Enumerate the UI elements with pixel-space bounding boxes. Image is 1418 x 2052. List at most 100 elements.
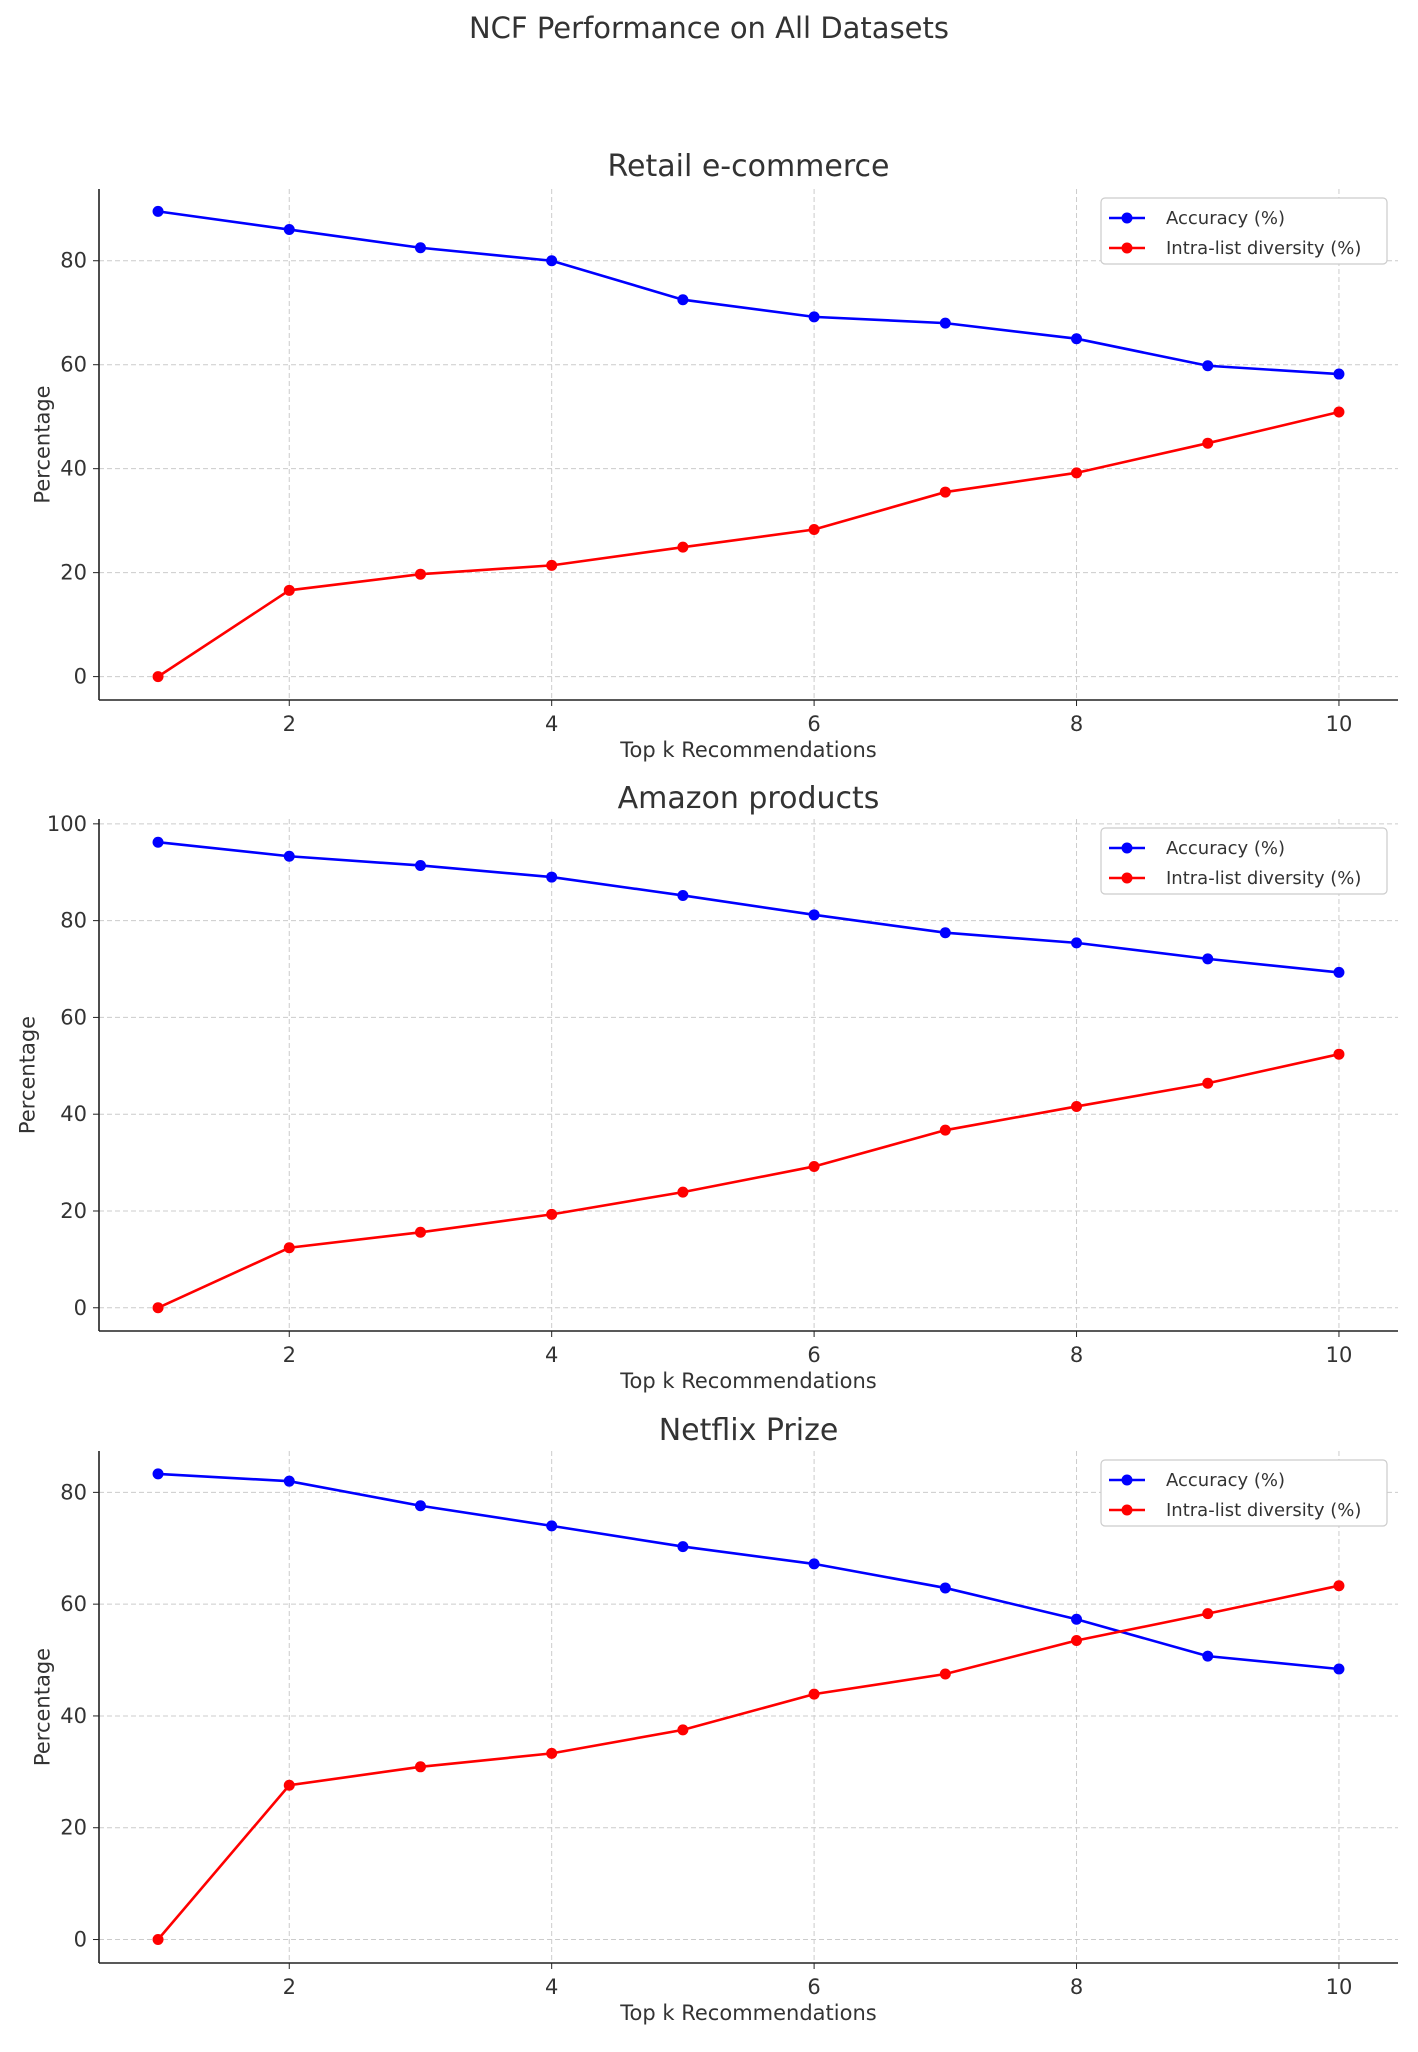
data-point — [677, 1724, 689, 1736]
data-point — [283, 850, 295, 862]
data-point — [677, 1186, 689, 1198]
data-point — [414, 859, 426, 871]
y-tick-label: 0 — [74, 1296, 87, 1320]
x-tick-label: 6 — [807, 1975, 820, 1999]
data-point — [546, 1747, 558, 1759]
data-point — [414, 568, 426, 580]
y-tick-label: 40 — [60, 457, 87, 481]
x-tick-label: 8 — [1070, 1975, 1083, 1999]
data-point — [808, 909, 820, 921]
data-point — [414, 1226, 426, 1238]
legend-box — [1100, 827, 1388, 895]
subplot-title: Amazon products — [618, 781, 880, 816]
legend-marker — [1121, 872, 1133, 884]
subplot-1: 2 4 6 8 10 0 20 40 60 80 Retail e-commerce Top k Re… — [30, 149, 1398, 762]
data-point — [152, 836, 164, 848]
data-point — [1333, 966, 1345, 978]
x-tick-label: 8 — [1070, 712, 1083, 736]
data-point — [546, 559, 558, 571]
y-tick-label: 20 — [60, 1816, 87, 1840]
data-point — [546, 871, 558, 883]
legend-label: Accuracy (%) — [1166, 838, 1285, 859]
y-tick-label: 20 — [60, 1199, 87, 1223]
data-point — [677, 541, 689, 553]
data-point — [283, 1242, 295, 1254]
data-point — [414, 1500, 426, 1512]
data-point — [808, 1688, 820, 1700]
data-point — [939, 1124, 951, 1136]
series-diversity — [152, 1048, 1345, 1314]
data-point — [414, 1761, 426, 1773]
legend-label: Intra-list diversity (%) — [1166, 238, 1361, 259]
x-axis-label: Top k Recommendations — [619, 2001, 876, 2025]
y-tick-label: 80 — [60, 249, 87, 273]
x-tick-label: 2 — [283, 1975, 296, 1999]
x-tick-label: 10 — [1326, 1343, 1353, 1367]
y-tick-label: 0 — [74, 1928, 87, 1952]
data-point — [283, 224, 295, 236]
data-point — [1071, 1634, 1083, 1646]
x-axis-label: Top k Recommendations — [619, 738, 876, 762]
data-point — [939, 317, 951, 329]
data-point — [283, 584, 295, 596]
x-axis-label: Top k Recommendations — [619, 1369, 876, 1393]
data-point — [1202, 1077, 1214, 1089]
y-tick-label: 80 — [60, 1480, 87, 1504]
legend-marker — [1121, 1504, 1133, 1516]
legend-marker — [1121, 1474, 1133, 1486]
data-point — [1202, 1608, 1214, 1620]
series-line — [157, 1472, 1340, 1671]
data-point — [939, 1582, 951, 1594]
data-point — [546, 1208, 558, 1220]
data-point — [939, 1668, 951, 1680]
x-tick-label: 4 — [545, 712, 558, 736]
subplot-3: 2 4 6 8 10 0 20 40 60 80 Netflix Prize Top k Recomm… — [30, 1413, 1398, 2025]
data-point — [152, 1934, 164, 1946]
series-diversity — [152, 1580, 1345, 1946]
legend-label: Intra-list diversity (%) — [1166, 868, 1361, 889]
legend-marker — [1121, 842, 1133, 854]
legend-marker — [1121, 242, 1133, 254]
series-line — [157, 1584, 1340, 1941]
x-tick-label: 2 — [283, 1343, 296, 1367]
data-point — [939, 486, 951, 498]
series-line — [157, 410, 1340, 678]
data-point — [152, 1468, 164, 1480]
data-point — [1333, 1663, 1345, 1675]
data-point — [1202, 437, 1214, 449]
data-point — [546, 255, 558, 267]
series-line — [157, 210, 1340, 376]
legend-label: Intra-list diversity (%) — [1166, 1500, 1361, 1521]
y-tick-label: 40 — [60, 1704, 87, 1728]
data-point — [1071, 467, 1083, 479]
y-tick-label: 60 — [60, 353, 87, 377]
data-point — [677, 1541, 689, 1553]
data-point — [939, 927, 951, 939]
data-point — [808, 523, 820, 535]
legend-label: Accuracy (%) — [1166, 208, 1285, 229]
x-tick-label: 6 — [807, 1343, 820, 1367]
data-point — [1071, 1100, 1083, 1112]
series-diversity — [152, 406, 1345, 683]
x-tick-label: 8 — [1070, 1343, 1083, 1367]
y-axis-label: Percentage — [15, 1016, 39, 1134]
data-point — [1202, 360, 1214, 372]
series-line — [157, 840, 1340, 974]
y-tick-label: 100 — [47, 812, 87, 836]
data-point — [1202, 1650, 1214, 1662]
y-tick-label: 60 — [60, 1005, 87, 1029]
data-point — [1071, 333, 1083, 345]
data-point — [546, 1520, 558, 1532]
x-tick-label: 10 — [1326, 1975, 1353, 1999]
series-line — [157, 1052, 1340, 1309]
y-axis-label: Percentage — [30, 1648, 54, 1766]
data-point — [1071, 1613, 1083, 1625]
legend: Accuracy (%) Intra-list diversity (%) — [1100, 1459, 1388, 1527]
data-point — [677, 889, 689, 901]
data-point — [1333, 1580, 1345, 1592]
data-point — [414, 242, 426, 254]
x-tick-label: 10 — [1326, 712, 1353, 736]
legend-box — [1100, 1459, 1388, 1527]
